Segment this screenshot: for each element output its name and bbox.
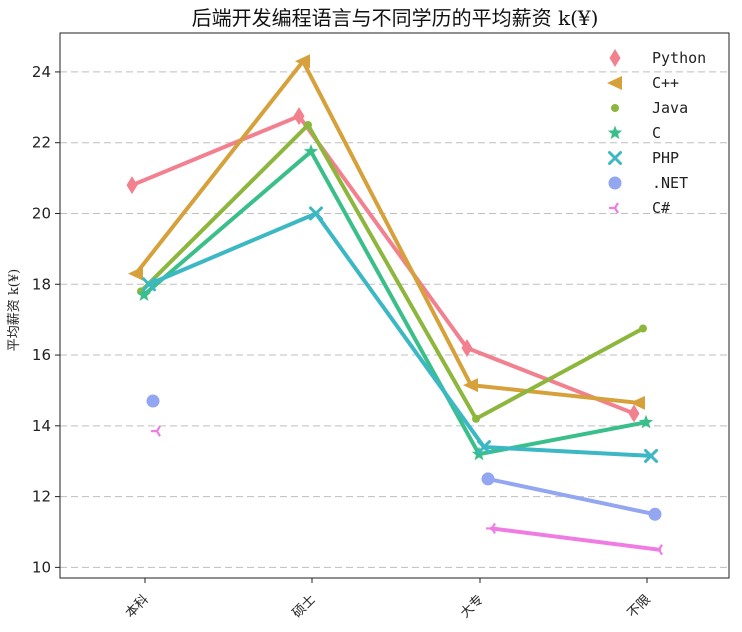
- legend-marker: [607, 76, 622, 90]
- legend-marker: [608, 151, 622, 165]
- legend-label: PHP: [652, 149, 679, 167]
- legend-label: C#: [652, 199, 670, 217]
- series-java: [137, 121, 647, 423]
- series-c: [151, 425, 663, 556]
- data-point: [463, 378, 478, 393]
- legend-item: PHP: [608, 149, 679, 167]
- data-point: [136, 287, 152, 301]
- legend-marker: [608, 176, 622, 190]
- data-point: [293, 107, 305, 126]
- legend-item: C++: [607, 74, 679, 92]
- legend-item: .NET: [608, 174, 688, 192]
- axis-layer: 10 12 14 16 18 20 22 24 本科 硕士 大专 不限: [32, 32, 730, 621]
- data-point: [461, 338, 473, 357]
- y-tick-label: 20: [32, 204, 51, 222]
- series-line-segment: [134, 59, 305, 276]
- legend-label: Java: [652, 99, 688, 117]
- x-tick-label: 本科: [123, 592, 152, 621]
- data-point: [295, 54, 310, 69]
- x-tick-label: 不限: [625, 592, 654, 621]
- y-tick-label: 18: [32, 275, 51, 293]
- legend-marker: [611, 104, 619, 112]
- data-point: [644, 448, 658, 463]
- y-tick-label: 24: [32, 63, 51, 81]
- y-tick-label: 22: [32, 134, 51, 152]
- legend-item: C#: [609, 199, 670, 217]
- legend-label: .NET: [652, 174, 688, 192]
- y-tick-label: 12: [32, 488, 51, 506]
- data-point: [126, 176, 138, 195]
- data-point: [639, 324, 647, 333]
- series-line-segment: [147, 211, 318, 287]
- series-line-segment: [469, 383, 640, 405]
- data-point: [472, 414, 480, 423]
- grid-layer: [60, 71, 729, 568]
- legend-label: Python: [652, 49, 706, 67]
- data-point: [142, 277, 156, 292]
- data-point: [309, 206, 323, 221]
- data-point: [303, 144, 319, 158]
- series-line-segment: [130, 114, 301, 188]
- series-line-segment: [482, 445, 653, 458]
- series-net: [146, 394, 662, 521]
- data-point: [146, 394, 160, 408]
- data-point: [628, 404, 640, 423]
- series-line-segment: [490, 526, 661, 552]
- series-layer: [126, 54, 663, 556]
- chart-title: 后端开发编程语言与不同学历的平均薪资 k(¥): [192, 6, 599, 30]
- data-point: [304, 121, 312, 130]
- legend-item: Java: [611, 99, 688, 117]
- data-point: [653, 544, 663, 556]
- legend-marker: [609, 49, 621, 67]
- y-tick-label: 14: [32, 417, 51, 435]
- data-point: [486, 522, 496, 535]
- series-line-segment: [309, 149, 481, 457]
- legend-item: C: [607, 124, 661, 142]
- series-line-segment: [142, 149, 313, 297]
- legend-item: Python: [609, 49, 706, 67]
- series-line-segment: [474, 326, 645, 421]
- series-line-segment: [486, 476, 657, 517]
- series-c: [128, 54, 645, 410]
- data-point: [630, 395, 645, 410]
- data-point: [477, 440, 491, 455]
- y-axis-label: 平均薪资 k(¥): [7, 269, 22, 351]
- data-point: [648, 507, 662, 521]
- x-tick-label: 硕士: [290, 592, 319, 621]
- data-point: [128, 266, 143, 281]
- data-point: [481, 472, 495, 486]
- legend: Python C++ Java C PHP .NET C#: [607, 49, 706, 217]
- series-c: [136, 144, 654, 461]
- plot-frame: [59, 32, 730, 579]
- series-line-segment: [139, 123, 310, 294]
- series-python: [126, 107, 640, 423]
- y-tick-label: 10: [32, 558, 51, 576]
- series-line-segment: [301, 59, 473, 388]
- x-tick-label: 大专: [458, 592, 487, 621]
- legend-marker: [609, 202, 619, 214]
- data-point: [151, 425, 161, 437]
- series-line-segment: [314, 211, 486, 450]
- legend-label: C++: [652, 74, 679, 92]
- data-point: [638, 414, 654, 429]
- legend-label: C: [652, 124, 661, 142]
- series-line-segment: [306, 123, 478, 421]
- series-php: [142, 206, 658, 463]
- y-tick-label: 16: [32, 346, 51, 364]
- legend-marker: [607, 125, 623, 140]
